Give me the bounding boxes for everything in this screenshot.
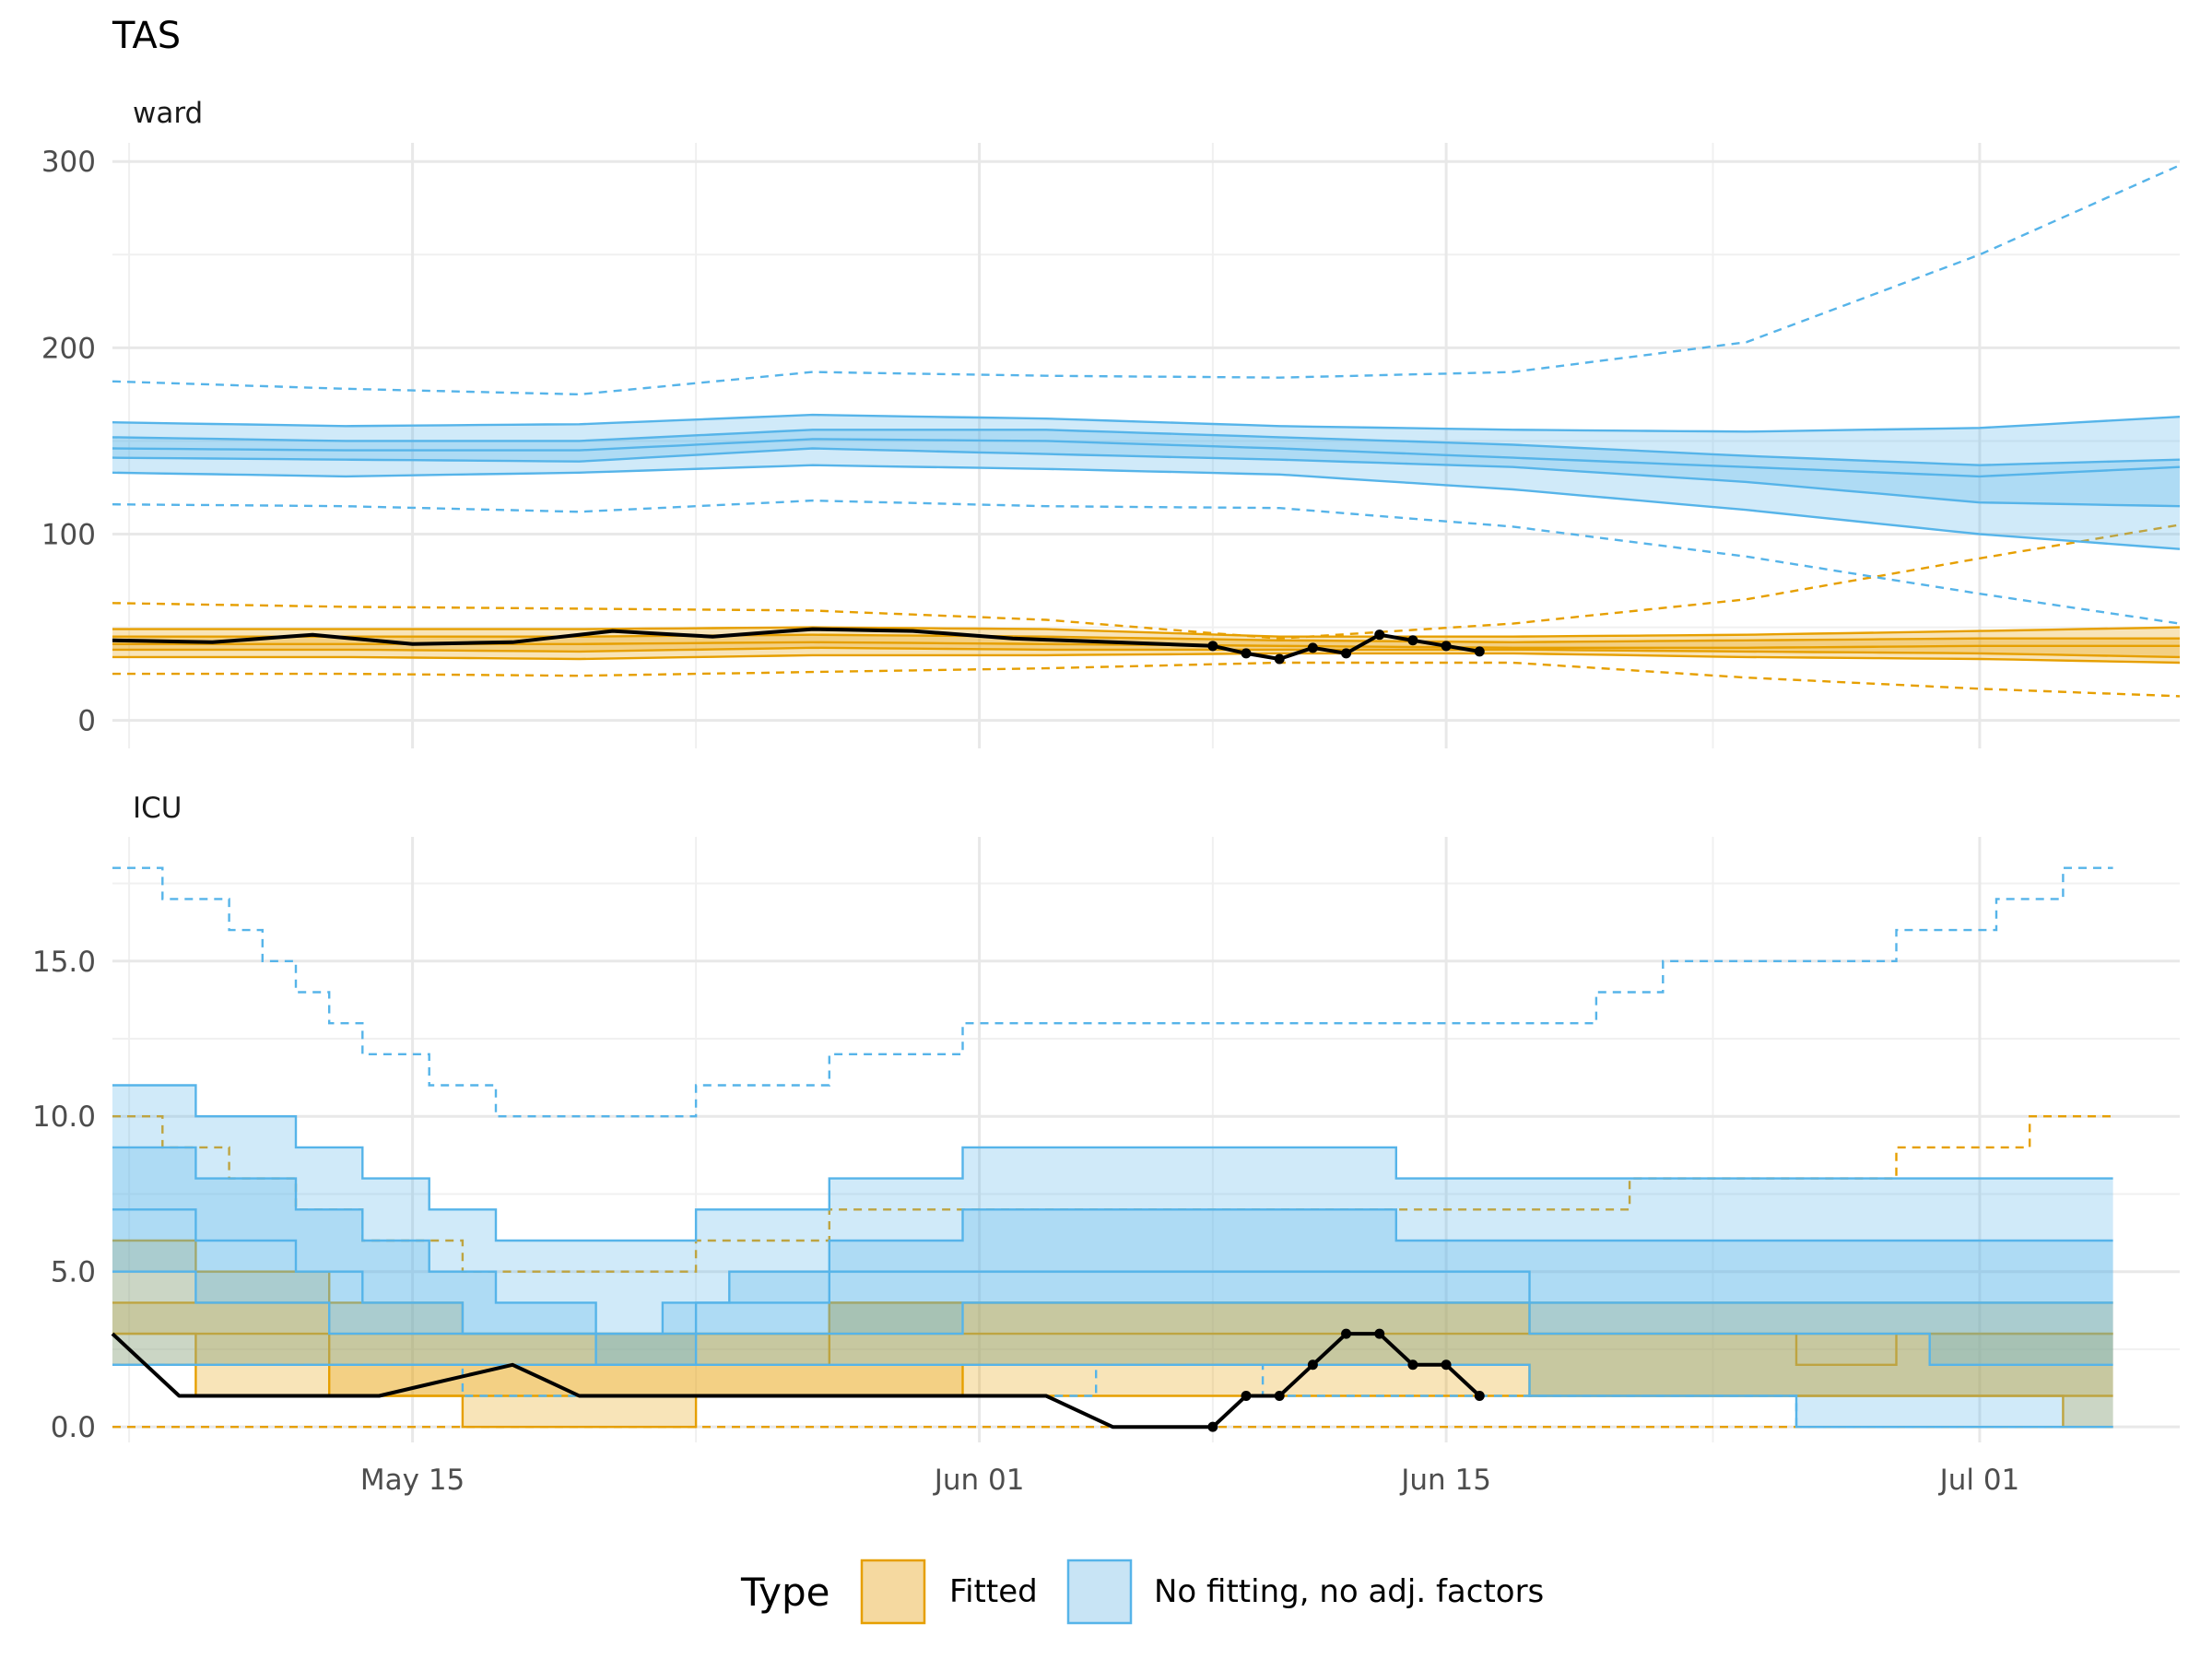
ribbon-edge-inner-hi xyxy=(112,429,2181,466)
legend-title: Type xyxy=(740,1570,830,1615)
legend-key-nofit xyxy=(1066,1559,1133,1625)
x-tick-label: Jun 15 xyxy=(1399,1464,1491,1497)
bound-dash-lo xyxy=(112,661,2181,698)
ribbon-inner xyxy=(112,1147,2113,1365)
ribbon-edge-inner-hi xyxy=(112,633,2180,644)
ribbon-edge-inner-hi xyxy=(112,1146,2113,1335)
observed-point xyxy=(1374,629,1385,641)
x-tick-label: Jun 01 xyxy=(933,1464,1025,1497)
observed-point xyxy=(1241,1390,1252,1401)
x-axis: May 15 Jun 01 Jun 15 Jul 01 xyxy=(360,1464,2019,1497)
ribbon-edge-outer-hi xyxy=(112,626,2181,638)
panel-strip-label: ward xyxy=(133,97,203,130)
observed-line xyxy=(112,627,1480,661)
observed-point xyxy=(1307,1359,1318,1371)
bound-dash-hi xyxy=(112,866,2113,1118)
ribbon-edge-inner-lo xyxy=(112,447,2181,508)
observed-point xyxy=(1274,1390,1285,1401)
y-tick-label: 100 xyxy=(41,519,96,552)
observed-point xyxy=(1407,1359,1418,1371)
y-tick-label: 200 xyxy=(41,332,96,365)
legend-key-fitted xyxy=(860,1559,926,1625)
series-fitted xyxy=(112,524,2181,698)
x-tick-label: Jul 01 xyxy=(1938,1464,2020,1497)
observed-point xyxy=(1207,1421,1218,1432)
ribbon-edge-outer-lo xyxy=(112,652,2181,665)
observed-point xyxy=(1474,1390,1485,1401)
observed-point xyxy=(1474,646,1485,657)
y-tick-label: 0 xyxy=(77,705,96,738)
y-tick-label: 0.0 xyxy=(51,1411,96,1444)
observed-point xyxy=(1441,641,1452,652)
ribbon-edge-inner-lo xyxy=(112,1270,2113,1366)
observed-point xyxy=(1274,653,1285,665)
ribbon-edge-median xyxy=(112,1208,2113,1335)
legend-label-nofit: No fitting, no adj. factors xyxy=(1154,1573,1544,1610)
ribbon-edge-median xyxy=(112,438,2181,478)
y-tick-label: 10.0 xyxy=(32,1100,96,1134)
observed-point xyxy=(1341,1328,1352,1339)
y-tick-label: 5.0 xyxy=(51,1256,96,1289)
observed-point xyxy=(1441,1359,1452,1371)
ribbon-inner xyxy=(112,1302,2113,1396)
y-tick-label: 300 xyxy=(41,146,96,179)
observed-point xyxy=(1241,648,1252,659)
panels: ward 0 100 200 300 ICU 0.0 5.0 10.0 15.0 xyxy=(32,97,2181,1444)
observed-point xyxy=(1207,641,1218,652)
observed-point xyxy=(1374,1328,1385,1339)
bound-dash-hi xyxy=(112,164,2181,396)
legend: Type Fitted No fitting, no adj. factors xyxy=(740,1559,1544,1625)
x-tick-label: May 15 xyxy=(360,1464,465,1497)
ribbon-edge-outer-hi xyxy=(112,413,2181,433)
ribbon-edge-outer-lo xyxy=(112,464,2181,550)
ribbon-edge-inner-lo xyxy=(112,646,2181,659)
observed-line xyxy=(111,1332,1481,1430)
bound-dash-lo xyxy=(112,1363,2113,1429)
series-nofit xyxy=(112,866,2113,1429)
chart-title: TAS xyxy=(112,15,181,57)
observed-point xyxy=(1407,635,1418,646)
y-tick-label: 15.0 xyxy=(32,946,96,979)
panel-icu: ICU 0.0 5.0 10.0 15.0 xyxy=(32,792,2180,1444)
bound-dash-hi xyxy=(112,524,2181,640)
bound-dash-lo xyxy=(112,499,2181,625)
observed-point xyxy=(1341,648,1352,659)
legend-label-fitted: Fitted xyxy=(949,1573,1038,1610)
panel-ward: ward 0 100 200 300 xyxy=(41,97,2181,748)
ribbon-edge-outer-hi xyxy=(112,1084,2113,1242)
panel-strip-label: ICU xyxy=(133,792,182,825)
observed-point xyxy=(1307,642,1318,653)
ribbon-outer xyxy=(112,1085,2113,1428)
series-nofit xyxy=(112,164,2181,625)
